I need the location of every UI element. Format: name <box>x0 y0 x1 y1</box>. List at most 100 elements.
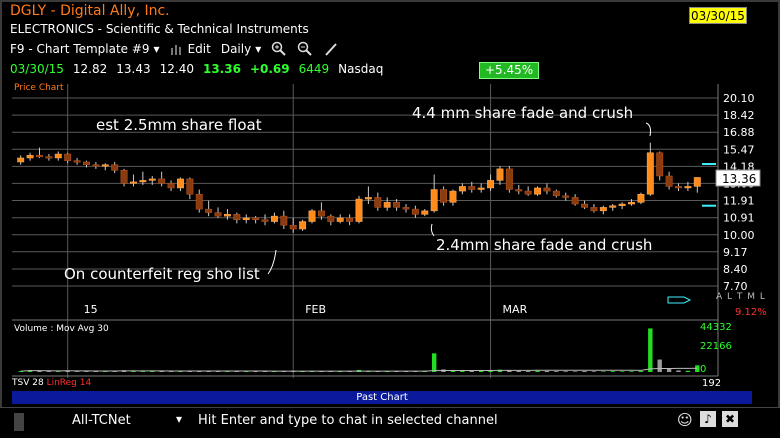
volume-bar <box>56 371 61 372</box>
candle-body <box>421 210 429 215</box>
volume-bar <box>168 371 174 372</box>
chart-annotation: 4.4 mm share fade and crush <box>412 104 633 122</box>
volume-bar <box>554 371 559 372</box>
smiley-icon[interactable]: ☺ <box>677 411 693 429</box>
volume-pane: 44332 22166 0 <box>18 322 732 375</box>
candle-body <box>289 224 297 230</box>
candle-body <box>299 221 307 230</box>
right-markers[interactable]: A L T M L <box>716 292 766 302</box>
volume-bar <box>582 371 587 372</box>
candle-body <box>609 205 617 208</box>
price-tick-label: 11.91 <box>723 195 755 208</box>
volume-bar <box>601 371 606 372</box>
volume-label: Volume : Mov Avg 30 <box>14 324 109 334</box>
price-chart[interactable]: Price Chart 20.1018.4216.8815.4714.1813.… <box>0 78 780 408</box>
price-tick-label: 9.17 <box>723 246 748 259</box>
chart-annotation: On counterfeit reg sho list <box>64 265 260 283</box>
annotation-pointer <box>430 223 435 237</box>
volume-bar <box>253 371 258 372</box>
candle-body <box>675 186 682 189</box>
price-tick-label: 18.42 <box>723 109 755 122</box>
candle-body <box>487 180 495 189</box>
date-box[interactable]: 03/30/15 <box>689 7 747 24</box>
volume-bar <box>676 370 681 372</box>
scroll-handle[interactable] <box>14 413 24 431</box>
volume-bar <box>93 371 99 372</box>
volume-bar <box>262 371 268 372</box>
candle-body <box>515 189 523 192</box>
volume-tick-label: 0 <box>700 364 706 375</box>
volume-bar <box>666 368 672 372</box>
chevron-down-icon[interactable]: ▾ <box>176 412 183 426</box>
current-price-label: 13.36 <box>722 172 756 186</box>
zoom-in-icon[interactable] <box>271 41 287 57</box>
volume-bar <box>384 371 390 372</box>
candle-body <box>355 198 363 222</box>
template-dropdown[interactable]: F9 - Chart Template #9 ▾ <box>10 42 160 56</box>
candle-body <box>468 186 476 190</box>
draw-pen-icon[interactable] <box>323 41 339 57</box>
delete-icon[interactable]: ✖ <box>722 411 738 427</box>
quote-volume: 6449 <box>298 62 330 76</box>
volume-bar <box>84 371 89 372</box>
period-dropdown[interactable]: Daily ▾ <box>221 42 261 56</box>
volume-bar <box>244 371 249 372</box>
candle-body <box>242 217 250 220</box>
channel-select[interactable]: All-TCNet <box>72 413 131 428</box>
candle-body <box>646 152 654 195</box>
right-pct: 9.12% <box>735 307 767 318</box>
candle-body <box>496 168 504 181</box>
chart-annotation: est 2.5mm share float <box>96 116 262 134</box>
past-chart-bar[interactable]: Past Chart <box>12 391 752 404</box>
candle-body <box>684 186 692 189</box>
candle-body <box>374 197 382 208</box>
indicator-labels: TSV 28 LinReg 14 <box>12 378 91 388</box>
price-tick-label: 10.91 <box>723 212 755 225</box>
price-tick-label: 15.47 <box>723 143 755 156</box>
volume-bar <box>460 370 465 372</box>
candle-body <box>440 189 448 203</box>
candle-body <box>148 178 156 181</box>
candle-body <box>45 156 53 159</box>
candle-body <box>64 153 72 161</box>
candle-body <box>364 197 372 200</box>
candle-body <box>261 219 269 222</box>
volume-bar <box>215 371 221 372</box>
candle-body <box>562 195 570 198</box>
zoom-out-icon[interactable] <box>297 41 313 57</box>
candle-body <box>599 207 607 212</box>
volume-bar <box>159 370 164 372</box>
volume-bar <box>37 370 42 372</box>
quote-date: 03/30/15 <box>10 62 64 76</box>
template-label: F9 - Chart Template #9 <box>10 42 150 56</box>
time-tick-label: MAR <box>503 303 528 316</box>
chat-input[interactable]: Hit Enter and type to chat in selected c… <box>198 413 498 428</box>
annotation-pointer <box>267 249 277 275</box>
volume-bar <box>507 370 512 372</box>
volume-bar <box>544 370 550 372</box>
candle-body <box>186 178 194 195</box>
quote-exchange: Nasdaq <box>338 62 384 76</box>
sound-icon[interactable]: ♪ <box>700 411 716 427</box>
current-price-box <box>715 169 761 187</box>
volume-bar <box>225 371 230 372</box>
candle-body <box>308 210 316 222</box>
volume-bar <box>572 371 578 372</box>
edit-button[interactable]: Edit <box>170 42 211 56</box>
volume-bar <box>394 371 399 372</box>
candle-body <box>233 214 241 220</box>
time-tick-label: FEB <box>305 303 326 316</box>
candle-body <box>111 164 119 171</box>
time-axis: 15 FEB MAR <box>84 303 528 316</box>
volume-bar <box>610 371 615 372</box>
candle-body <box>73 160 81 163</box>
sector-label: ELECTRONICS - Scientific & Technical Ins… <box>10 22 309 36</box>
candle-body <box>83 161 90 165</box>
volume-bar <box>18 371 23 372</box>
candle-body <box>534 187 541 195</box>
quote-change: +0.69 <box>249 62 290 76</box>
candle-body <box>158 178 166 184</box>
volume-bar <box>206 371 211 372</box>
volume-tick-label: 44332 <box>700 322 732 333</box>
volume-bar <box>450 370 456 372</box>
